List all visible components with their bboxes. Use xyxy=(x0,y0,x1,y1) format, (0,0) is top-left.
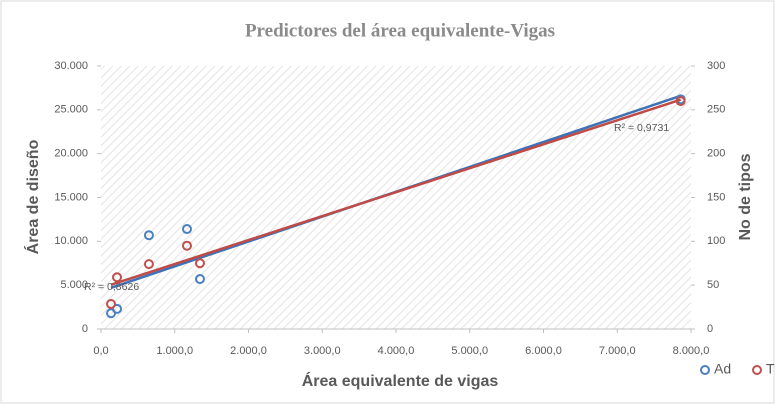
y-tick-label: 0 xyxy=(82,323,88,335)
r2-label: R² = 0,9731 xyxy=(614,122,669,134)
y-tick-label: 20.000 xyxy=(54,148,88,160)
point xyxy=(143,230,154,241)
x-tick-label: 6.000,0 xyxy=(525,345,562,357)
point xyxy=(143,259,154,270)
x-tick-label: 1.000,0 xyxy=(156,345,193,357)
y-tick-label: 25.000 xyxy=(54,104,88,116)
legend-marker xyxy=(700,365,710,375)
chart-title: Predictores del área equivalente-Vigas xyxy=(245,20,555,41)
legend-label: T xyxy=(766,361,775,377)
y-tick-label: 15.000 xyxy=(54,191,88,203)
legend-label: Ad xyxy=(714,361,731,377)
y-tick-label: 5.000 xyxy=(60,279,88,291)
y-tick-label: 10.000 xyxy=(54,235,88,247)
x-tick-label: 3.000,0 xyxy=(304,345,341,357)
point xyxy=(106,299,117,310)
y2-tick-label: 0 xyxy=(707,323,713,335)
point xyxy=(194,258,205,269)
r2-label: R² = 0,8626 xyxy=(84,281,139,293)
point xyxy=(112,272,123,283)
x-tick-label: 4.000,0 xyxy=(378,345,415,357)
y2-axis-title: No de tipos xyxy=(737,153,754,240)
x-tick-label: 7.000,0 xyxy=(599,345,636,357)
point xyxy=(181,224,192,235)
y2-tick-label: 250 xyxy=(707,104,725,116)
x-tick-label: 2.000,0 xyxy=(230,345,267,357)
y-tick-label: 30.000 xyxy=(54,60,88,72)
y2-tick-label: 50 xyxy=(707,279,719,291)
point xyxy=(112,303,123,314)
y2-tick-label: 150 xyxy=(707,191,725,203)
x-axis-title: Área equivalente de vigas xyxy=(302,371,499,390)
point xyxy=(194,274,205,285)
x-tick-label: 0,0 xyxy=(93,345,108,357)
legend-marker xyxy=(752,365,762,375)
y2-tick-label: 300 xyxy=(707,60,725,72)
point xyxy=(675,96,686,107)
x-tick-label: 5.000,0 xyxy=(451,345,488,357)
trendline xyxy=(110,98,682,286)
y2-tick-label: 200 xyxy=(707,148,725,160)
y2-tick-label: 100 xyxy=(707,235,725,247)
x-tick-label: 8.000,0 xyxy=(673,345,710,357)
y-axis-title: Área de diseño xyxy=(23,139,42,254)
point xyxy=(181,240,192,251)
plot-area xyxy=(101,66,691,329)
